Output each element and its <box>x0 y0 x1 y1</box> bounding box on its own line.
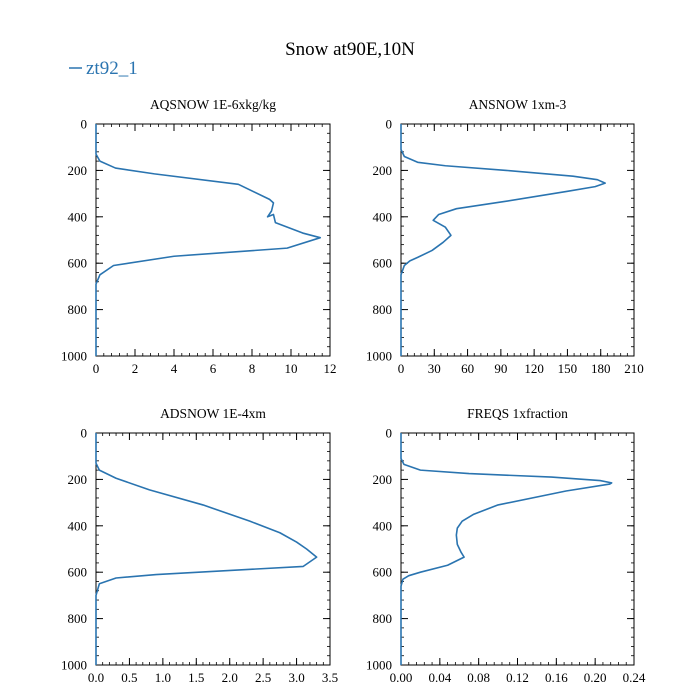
y-tick-label: 0 <box>386 117 393 132</box>
plot-frame <box>400 432 635 666</box>
panel-title: AQSNOW 1E-6xkg/kg <box>150 97 276 112</box>
y-tick-label: 400 <box>68 518 88 533</box>
x-tick-label: 3.0 <box>288 670 304 685</box>
y-tick-label: 400 <box>373 518 393 533</box>
y-tick-label: 0 <box>81 117 88 132</box>
y-tick-label: 0 <box>81 426 88 441</box>
y-tick-label: 800 <box>373 611 393 626</box>
y-tick-label: 1000 <box>366 349 392 364</box>
x-tick-label: 10 <box>285 361 298 376</box>
x-tick-label: 2.5 <box>255 670 271 685</box>
x-tick-label: 6 <box>210 361 217 376</box>
x-tick-label: 60 <box>461 361 474 376</box>
y-tick-label: 1000 <box>61 658 87 673</box>
y-tick-label: 400 <box>373 209 393 224</box>
x-tick-label: 0.08 <box>467 670 490 685</box>
panel-2: ANSNOW 1xm-3 0 30 60 90 120 150 180 210 0 200 400 60… <box>366 97 644 376</box>
panel-title: ADSNOW 1E-4xm <box>160 406 266 421</box>
y-tick-label: 1000 <box>61 349 87 364</box>
y-tick-label: 800 <box>373 302 393 317</box>
x-tick-label: 0 <box>93 361 100 376</box>
y-tick-label: 200 <box>68 163 88 178</box>
panel-4: FREQS 1xfraction 0.00 0.04 0.08 0.12 0.16 0.20… <box>366 406 646 685</box>
series-line-zt92_1 <box>95 433 318 665</box>
y-tick-label: 200 <box>373 163 393 178</box>
legend: zt92_1 <box>69 58 138 79</box>
y-tick-label: 600 <box>68 565 88 580</box>
panel-3: ADSNOW 1E-4xm 0.0 0.5 1.0 1.5 2.0 2.5 3.0 3.5 0 20… <box>61 406 338 685</box>
y-tick-label: 600 <box>373 565 393 580</box>
x-tick-label: 0.12 <box>506 670 529 685</box>
plot-frame <box>95 432 331 666</box>
x-tick-label: 8 <box>249 361 256 376</box>
y-tick-label: 200 <box>373 472 393 487</box>
figure-title: Snow at90E,10N <box>285 39 415 60</box>
y-tick-label: 1000 <box>366 658 392 673</box>
x-tick-label: 3.5 <box>322 670 338 685</box>
plot-frame <box>95 123 331 357</box>
series-line-zt92_1 <box>400 124 606 356</box>
x-tick-label: 30 <box>428 361 441 376</box>
series-line-zt92_1 <box>400 433 613 665</box>
x-tick-label: 180 <box>591 361 611 376</box>
y-tick-label: 600 <box>68 256 88 271</box>
x-tick-label: 1.0 <box>155 670 171 685</box>
plot-frame <box>400 123 635 357</box>
panel-1: AQSNOW 1E-6xkg/kg 0 2 4 6 8 10 12 0 200 400 600 800 1… <box>61 97 337 376</box>
x-tick-label: 0.0 <box>88 670 104 685</box>
x-tick-label: 150 <box>558 361 578 376</box>
x-tick-label: 0.20 <box>584 670 607 685</box>
y-tick-label: 800 <box>68 611 88 626</box>
legend-label: zt92_1 <box>86 58 138 79</box>
panels: AQSNOW 1E-6xkg/kg0 2 4 6 8 10 1202004006008001… <box>61 97 646 685</box>
x-tick-label: 0.5 <box>121 670 137 685</box>
x-tick-label: 1.5 <box>188 670 204 685</box>
x-tick-label: 120 <box>524 361 544 376</box>
x-tick-label: 12 <box>324 361 337 376</box>
x-tick-label: 0 <box>398 361 405 376</box>
x-tick-label: 0.24 <box>623 670 646 685</box>
x-tick-label: 2.0 <box>222 670 238 685</box>
y-tick-label: 200 <box>68 472 88 487</box>
series-line-zt92_1 <box>95 124 322 356</box>
x-tick-label: 2 <box>132 361 139 376</box>
panel-title: ANSNOW 1xm-3 <box>469 97 567 112</box>
panel-title: FREQS 1xfraction <box>467 406 568 421</box>
x-tick-label: 0.00 <box>390 670 413 685</box>
x-tick-label: 0.04 <box>428 670 451 685</box>
x-tick-label: 210 <box>624 361 644 376</box>
y-tick-label: 800 <box>68 302 88 317</box>
y-tick-label: 600 <box>373 256 393 271</box>
y-tick-label: 0 <box>386 426 393 441</box>
x-tick-label: 4 <box>171 361 178 376</box>
x-tick-label: 90 <box>494 361 507 376</box>
x-tick-label: 0.16 <box>545 670 568 685</box>
y-tick-label: 400 <box>68 209 88 224</box>
